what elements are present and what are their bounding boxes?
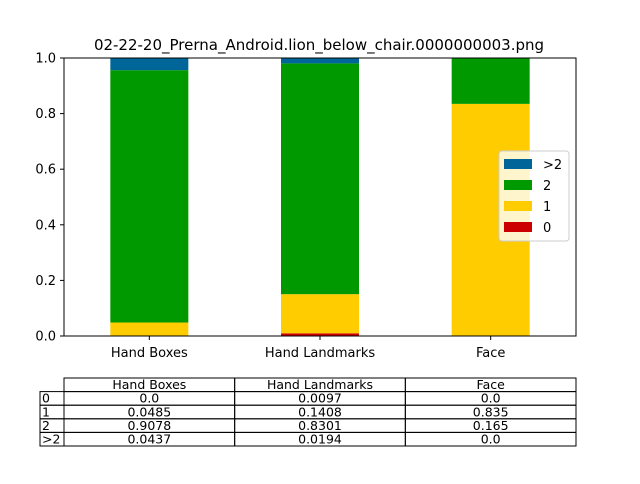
bar-segment <box>281 63 359 295</box>
bar-segment <box>110 70 189 323</box>
legend-label: 1 <box>543 200 551 215</box>
bar-segment <box>281 333 359 336</box>
table-cell: 0.165 <box>473 418 509 433</box>
table-cell: 0.8301 <box>298 418 342 433</box>
legend-swatch <box>504 159 532 169</box>
plot-frame <box>63 57 577 337</box>
bars-layer <box>110 58 530 337</box>
x-tick-label: Hand Boxes <box>111 346 188 361</box>
table-cell: 0.0097 <box>298 391 342 406</box>
table-col-header: Hand Landmarks <box>267 377 373 392</box>
table-col-header: Face <box>477 377 506 392</box>
legend-label: >2 <box>543 158 562 173</box>
table-row-header: >2 <box>42 432 60 447</box>
table-cell: 0.0 <box>139 391 159 406</box>
legend-label: 0 <box>543 221 551 236</box>
y-tick-label: 0.8 <box>35 107 56 122</box>
bar-segment <box>110 58 189 71</box>
table-cell: 0.835 <box>473 404 509 419</box>
table-cell: 0.1408 <box>298 404 342 419</box>
bar-segment <box>281 294 359 334</box>
bar-segment <box>281 58 359 64</box>
y-tick-label: 0.0 <box>35 330 56 345</box>
table-row-header: 2 <box>42 418 50 433</box>
bar-segment <box>451 58 530 104</box>
y-tick-label: 0.2 <box>35 274 56 289</box>
x-tick-label: Face <box>476 346 505 361</box>
legend-swatch <box>504 180 532 190</box>
x-tick-label: Hand Landmarks <box>265 346 376 361</box>
chart-title: 02-22-20_Prerna_Android.lion_below_chair… <box>94 36 544 55</box>
table-row-header: 0 <box>42 391 50 406</box>
axes-layer: Hand Boxes Hand Landmarks Face 0.0 0.2 0.4 0.6… <box>35 52 577 361</box>
table-cell: 0.0 <box>481 432 501 447</box>
table-row-header: 1 <box>42 404 50 419</box>
table-cell: 0.0437 <box>127 432 171 447</box>
table-col-header: Hand Boxes <box>112 377 186 392</box>
y-tick-label: 1.0 <box>35 52 56 67</box>
legend: >2 2 1 0 <box>498 150 570 242</box>
table-cell: 0.0 <box>481 391 501 406</box>
table-cell: 0.9078 <box>127 418 171 433</box>
legend-label: 2 <box>543 179 551 194</box>
bar-segment <box>110 322 189 336</box>
table-cell: 0.0485 <box>127 404 171 419</box>
table-cell-border <box>404 431 577 447</box>
legend-swatch <box>504 201 532 211</box>
table-cell: 0.0194 <box>298 432 342 447</box>
y-tick-label: 0.4 <box>35 218 56 233</box>
y-tick-label: 0.6 <box>35 163 56 178</box>
legend-swatch <box>504 222 532 232</box>
legend-box <box>498 150 570 242</box>
